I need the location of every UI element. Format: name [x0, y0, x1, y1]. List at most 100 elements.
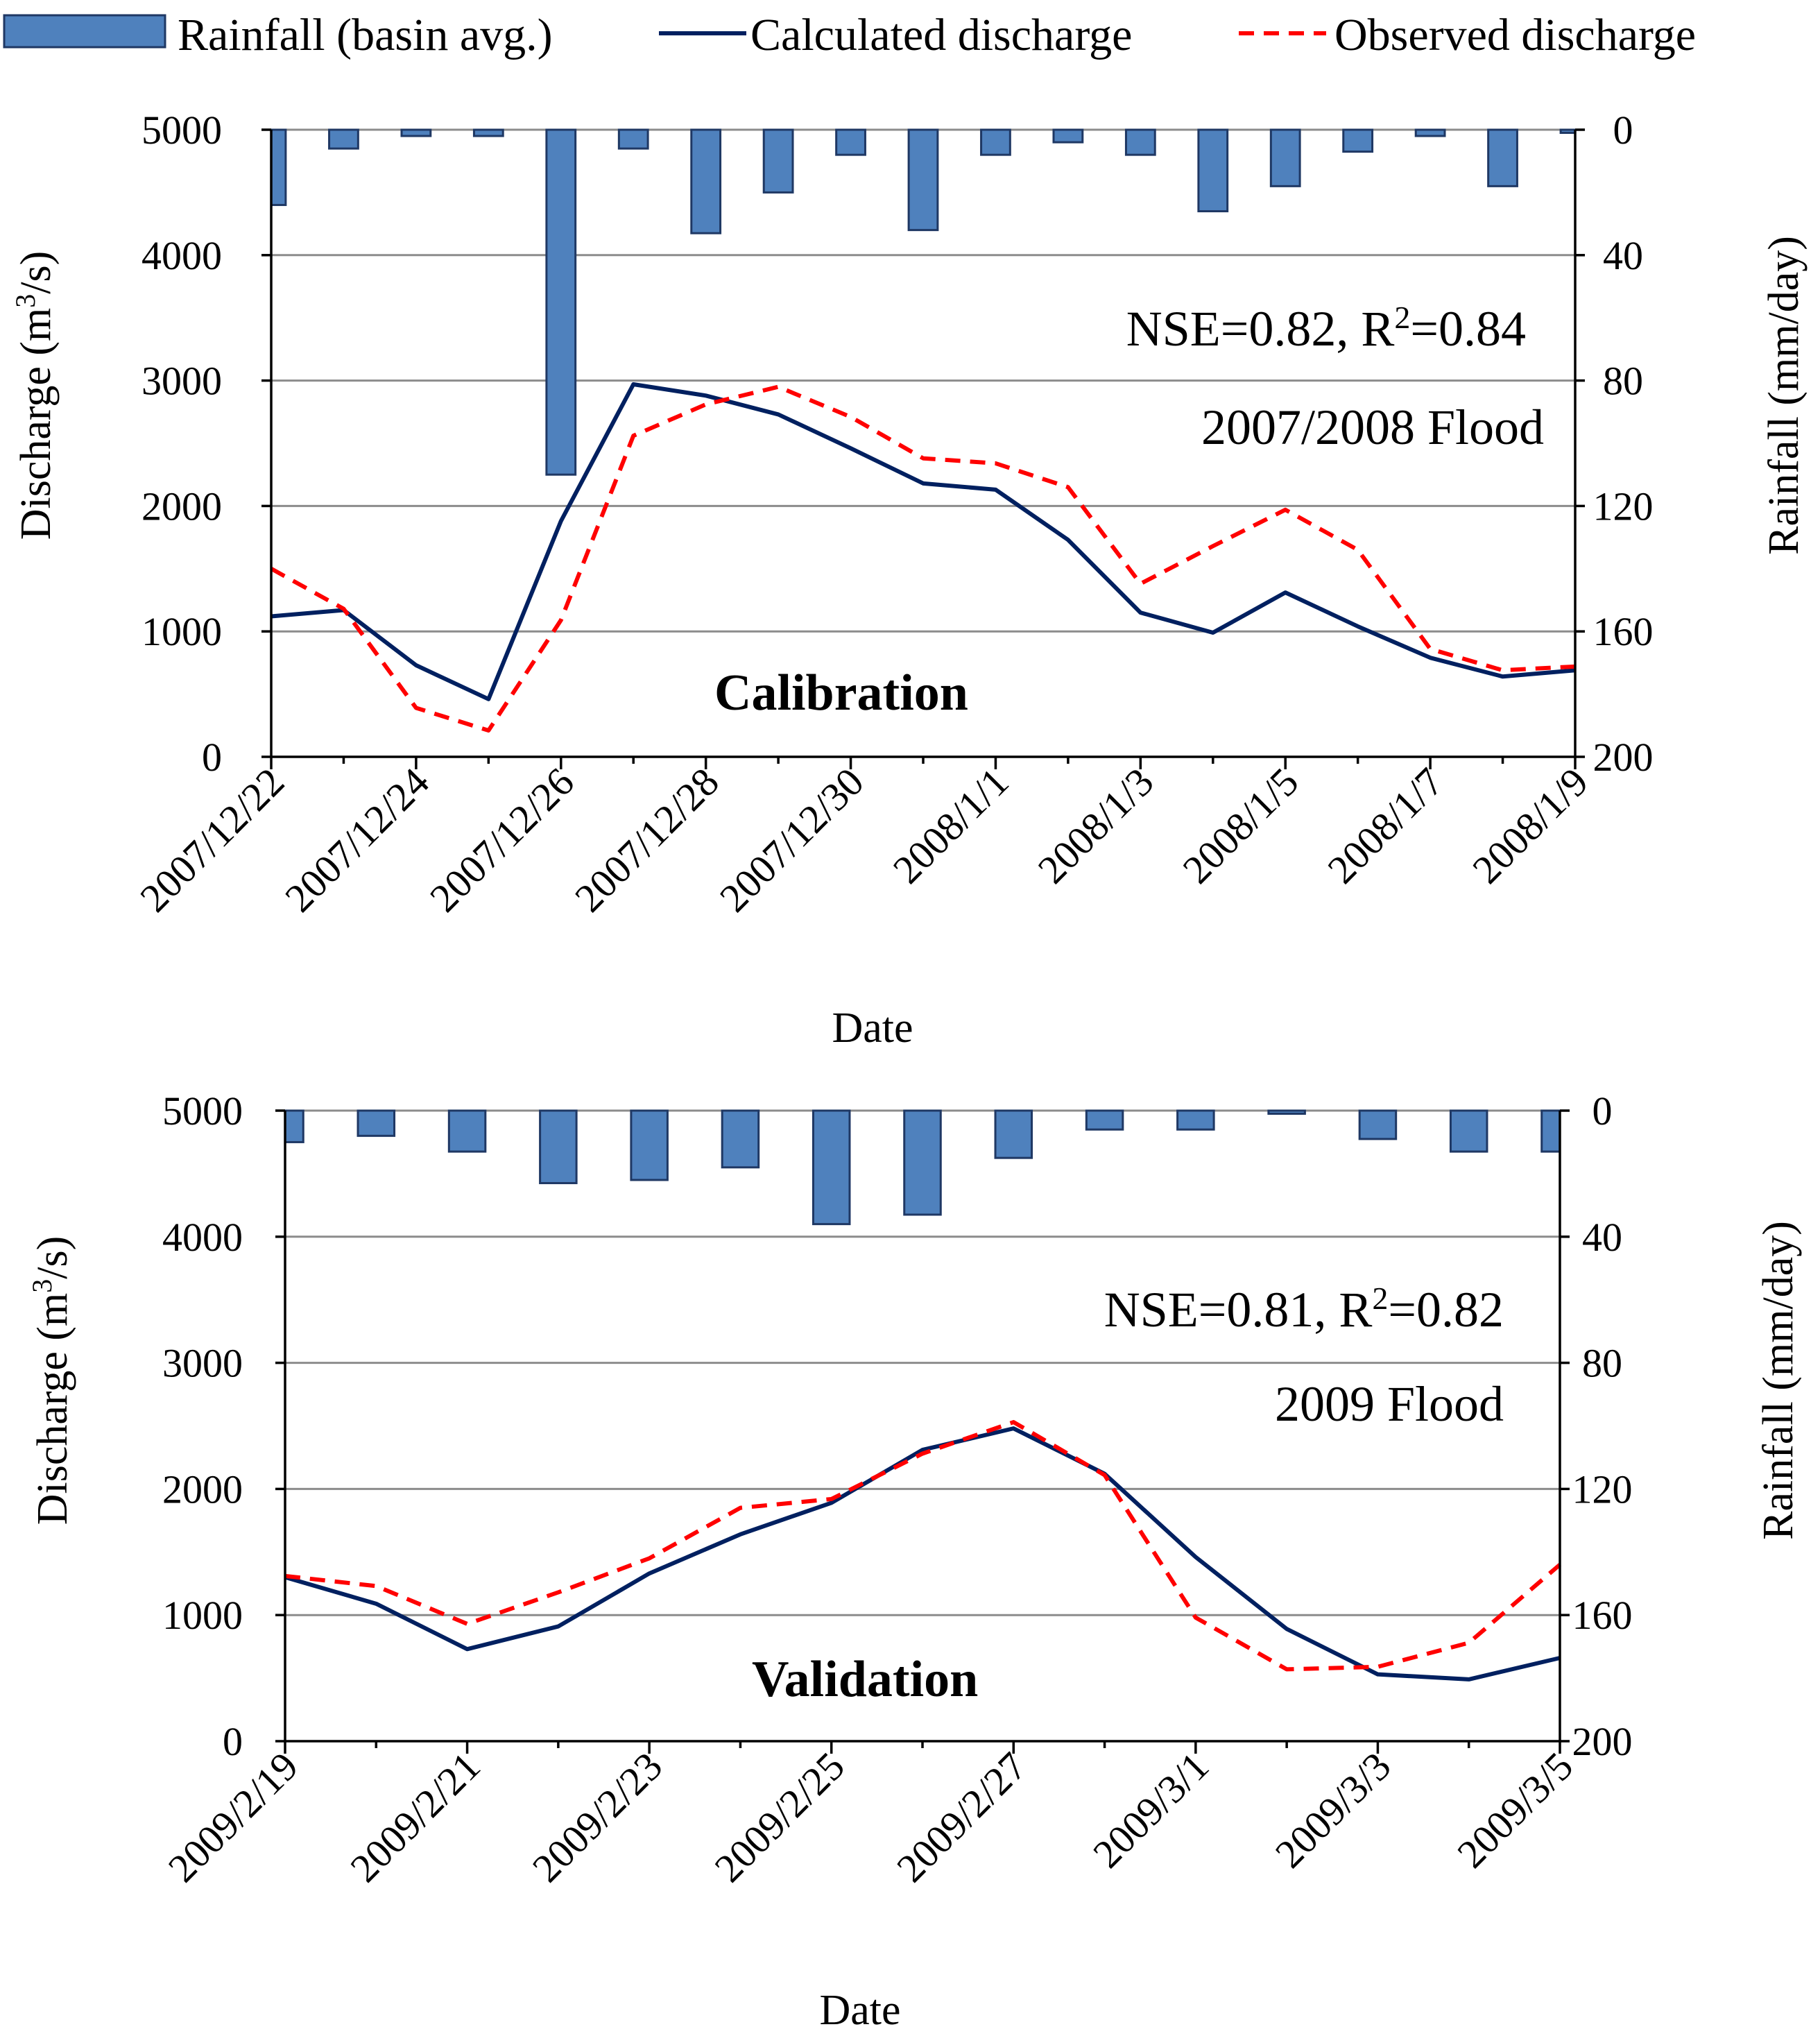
- validation-x-tick-label: 2009/2/27: [888, 1743, 1035, 1890]
- calibration-rainfall-bar: [270, 128, 287, 206]
- validation-rainfall-bar: [539, 1109, 578, 1185]
- calibration-y2-tick-label: 160: [1593, 609, 1654, 654]
- validation-x-tick-label: 2009/3/1: [1084, 1743, 1217, 1876]
- calibration-x-tick-labels: 2007/12/222007/12/242007/12/262007/12/28…: [131, 759, 1597, 921]
- calibration-rainfall-bar: [762, 128, 794, 194]
- validation-y2-tick-label: 0: [1592, 1088, 1613, 1134]
- calibration-y-tick-label: 0: [202, 735, 222, 780]
- calibration-rainfall-bar: [835, 128, 866, 156]
- validation-rainfall-bar: [812, 1109, 851, 1226]
- calibration-x-tick-label: 2007/12/30: [711, 759, 873, 921]
- calibration-y2-tick-label: 0: [1613, 108, 1633, 153]
- calibration-x-tick-label: 2007/12/24: [276, 759, 438, 921]
- calibration-rainfall-bar: [1197, 128, 1229, 213]
- validation-rainfall-bar: [1085, 1109, 1124, 1131]
- validation-x-axis-title: Date: [819, 1987, 900, 2034]
- validation-observed-discharge-line: [284, 1420, 1561, 1672]
- calibration-rainfall-bar: [400, 128, 432, 137]
- calibration-y2-axis-title: Rainfall (mm/day): [1760, 236, 1808, 555]
- validation-y2-tick-label: 200: [1572, 1719, 1633, 1764]
- calibration-y-tick-label: 2000: [141, 484, 222, 529]
- legend-rainfall-label: Rainfall (basin avg.): [178, 10, 553, 60]
- calibration-x-axis-title: Date: [832, 1004, 913, 1052]
- calibration-y2-tick-label: 40: [1603, 233, 1643, 278]
- calibration-rainfall-bar: [545, 128, 577, 476]
- legend: Rainfall (basin avg.) Calculated dischar…: [3, 10, 1696, 60]
- validation-y-tick-label: 5000: [162, 1088, 243, 1134]
- calibration-rainfall-bar: [1487, 128, 1518, 187]
- calibration-y2-tick-label: 120: [1593, 484, 1654, 529]
- legend-rainfall-swatch: [3, 14, 166, 49]
- calibration-rainfall-bar: [980, 128, 1011, 156]
- validation-x-tick-label: 2009/2/19: [160, 1743, 307, 1890]
- validation-y-axis-title: Discharge (m3/s): [26, 1236, 77, 1525]
- validation-x-tick-label: 2009/2/25: [706, 1743, 853, 1890]
- calibration-y-tick-label: 4000: [141, 233, 222, 278]
- validation-rainfall-bar: [1267, 1109, 1306, 1115]
- calibration-y-tick-label: 1000: [141, 609, 222, 654]
- calibration-x-tick-label: 2008/1/9: [1463, 759, 1597, 892]
- calibration-rainfall-bar: [1124, 128, 1156, 156]
- validation-x-tick-label: 2009/3/5: [1448, 1743, 1581, 1876]
- validation-y-tick-label: 4000: [162, 1215, 243, 1260]
- validation-calculated-discharge-line: [284, 1426, 1561, 1682]
- calibration-rainfall-bar: [1414, 128, 1446, 137]
- calibration-y-tick-label: 3000: [141, 359, 222, 404]
- validation-event-label: 2009 Flood: [1275, 1376, 1504, 1432]
- validation-y2-tick-label: 40: [1582, 1215, 1622, 1260]
- validation-rainfall-bar: [447, 1109, 487, 1153]
- validation-chart: 0 1000 2000 3000 4000 5000 0 40 80 120 160 200 200…: [26, 1088, 1803, 2034]
- calibration-rainfall-bar: [690, 128, 722, 234]
- validation-y2-tick-label: 120: [1572, 1466, 1633, 1512]
- validation-rainfall-bar: [630, 1109, 669, 1181]
- calibration-left-tick-labels: 0 1000 2000 3000 4000 5000: [141, 108, 222, 780]
- legend-observed-label: Observed discharge: [1334, 10, 1696, 60]
- calibration-axes: [261, 128, 1585, 769]
- validation-y-tick-label: 1000: [162, 1593, 243, 1638]
- validation-axes: [275, 1109, 1570, 1754]
- calibration-y2-tick-label: 80: [1603, 359, 1643, 404]
- calibration-calculated-discharge-line: [271, 382, 1576, 701]
- validation-rainfall-bar: [357, 1109, 396, 1137]
- validation-y-tick-label: 2000: [162, 1466, 243, 1512]
- calibration-rainfall-bar: [472, 128, 504, 137]
- calibration-x-tick-label: 2008/1/1: [884, 759, 1018, 892]
- validation-right-tick-labels: 0 40 80 120 160 200: [1572, 1088, 1633, 1764]
- calibration-rainfall-bar: [1559, 128, 1577, 135]
- calibration-x-tick-label: 2007/12/22: [131, 759, 293, 921]
- legend-calculated-label: Calculated discharge: [750, 10, 1132, 60]
- validation-rainfall-bar: [994, 1109, 1033, 1159]
- validation-rainfall-bar: [1540, 1109, 1561, 1153]
- calibration-rainfall-bar: [1052, 128, 1084, 144]
- validation-x-tick-label: 2009/3/3: [1267, 1743, 1400, 1876]
- validation-rainfall-bar: [721, 1109, 760, 1169]
- calibration-chart: 0 1000 2000 3000 4000 5000 0 40 80 120 160 200 200…: [10, 108, 1808, 1052]
- calibration-x-tick-label: 2007/12/26: [421, 759, 583, 921]
- calibration-rainfall-bar: [1269, 128, 1301, 187]
- validation-x-tick-label: 2009/2/23: [524, 1743, 671, 1890]
- validation-rainfall-bar: [1176, 1109, 1215, 1131]
- calibration-y-tick-label: 5000: [141, 108, 222, 153]
- calibration-rainfall-bar: [328, 128, 359, 150]
- validation-y-tick-label: 3000: [162, 1341, 243, 1386]
- validation-stats: NSE=0.81, R2=0.82: [1104, 1281, 1504, 1338]
- calibration-right-tick-labels: 0 40 80 120 160 200: [1593, 108, 1654, 780]
- calibration-x-tick-label: 2008/1/3: [1029, 759, 1162, 892]
- validation-rainfall-bars: [284, 1109, 1561, 1226]
- calibration-event-label: 2007/2008 Flood: [1201, 400, 1544, 455]
- calibration-rainfall-bar: [907, 128, 939, 232]
- validation-x-tick-labels: 2009/2/19 2009/2/21 2009/2/23 2009/2/25 2009…: [160, 1743, 1581, 1890]
- calibration-panel-label: Calibration: [714, 665, 968, 721]
- validation-rainfall-bar: [903, 1109, 942, 1216]
- validation-panel-label: Validation: [752, 1651, 978, 1708]
- calibration-x-tick-label: 2008/1/5: [1174, 759, 1307, 892]
- calibration-y-axis-title: Discharge (m3/s): [10, 251, 60, 540]
- calibration-rainfall-bar: [1342, 128, 1374, 153]
- calibration-x-tick-label: 2007/12/28: [566, 759, 728, 921]
- validation-x-tick-label: 2009/2/21: [341, 1743, 488, 1890]
- validation-y-tick-label: 0: [223, 1719, 243, 1764]
- validation-y2-axis-title: Rainfall (mm/day): [1755, 1221, 1802, 1540]
- calibration-rainfall-bars: [270, 128, 1577, 476]
- validation-left-tick-labels: 0 1000 2000 3000 4000 5000: [162, 1088, 243, 1764]
